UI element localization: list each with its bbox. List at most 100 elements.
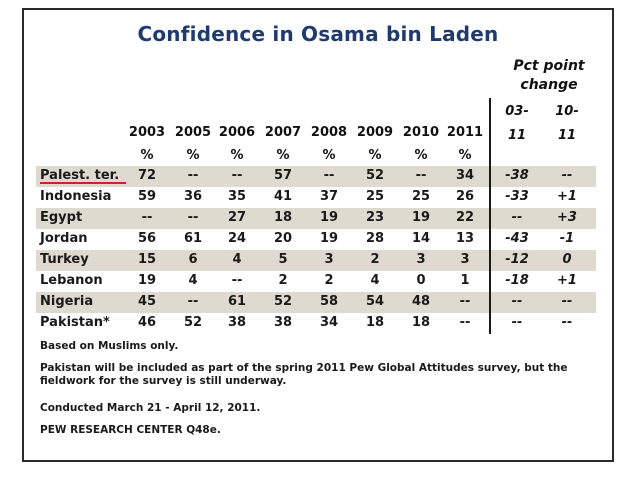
value-cell: 27 <box>227 210 247 225</box>
change-cell: -38 <box>505 168 529 183</box>
value-cell: 20 <box>273 231 293 246</box>
note-source: PEW RESEARCH CENTER Q48e. <box>40 424 221 436</box>
change-divider <box>489 98 491 334</box>
row-label: Lebanon <box>40 273 103 288</box>
value-cell: 18 <box>411 315 431 330</box>
change-header-line2: change <box>520 77 578 93</box>
percent-unit: % <box>276 148 290 163</box>
value-cell: 4 <box>370 273 380 288</box>
year-header: 2010 <box>402 125 440 140</box>
change-cell: -1 <box>559 231 575 246</box>
value-cell: 15 <box>137 252 157 267</box>
value-cell: 45 <box>137 294 157 309</box>
value-cell: -- <box>459 294 471 309</box>
percent-unit: % <box>140 148 154 163</box>
value-cell: 48 <box>411 294 431 309</box>
note-pakistan: Pakistan will be included as part of the… <box>40 362 568 387</box>
change-cell: -- <box>561 168 573 183</box>
value-cell: 52 <box>365 168 385 183</box>
row-label: Jordan <box>40 231 88 246</box>
value-cell: 35 <box>227 189 247 204</box>
value-cell: 59 <box>137 189 157 204</box>
change-cell: -- <box>511 294 523 309</box>
value-cell: -- <box>231 273 243 288</box>
value-cell: 22 <box>455 210 475 225</box>
table-row: Turkey 15 6 4 5 3 2 3 3 -12 0 <box>36 250 596 271</box>
row-label: Egypt <box>40 210 83 225</box>
change-column-header: 10- 11 <box>555 104 579 143</box>
value-cell: -- <box>231 168 243 183</box>
percent-unit: % <box>458 148 472 163</box>
table-row: Pakistan* 46 52 38 38 34 18 18 -- -- -- <box>36 313 596 334</box>
table-row: Lebanon 19 4 -- 2 2 4 0 1 -18 +1 <box>36 271 596 292</box>
value-cell: -- <box>187 210 199 225</box>
change-cell: 0 <box>562 252 572 267</box>
value-cell: 61 <box>227 294 247 309</box>
value-cell: 18 <box>365 315 385 330</box>
value-cell: 3 <box>416 252 426 267</box>
table-row: Egypt -- -- 27 18 19 23 19 22 -- +3 <box>36 208 596 229</box>
change-cell: -- <box>561 315 573 330</box>
change-cell: -- <box>561 294 573 309</box>
percent-unit: % <box>322 148 336 163</box>
value-cell: 2 <box>324 273 334 288</box>
value-cell: 3 <box>460 252 470 267</box>
value-cell: 52 <box>183 315 203 330</box>
value-cell: 19 <box>137 273 157 288</box>
change-cell: -33 <box>505 189 529 204</box>
value-cell: 2 <box>278 273 288 288</box>
year-header: 2009 <box>356 125 394 140</box>
row-label: Pakistan* <box>40 315 110 330</box>
value-cell: 46 <box>137 315 157 330</box>
value-cell: -- <box>459 315 471 330</box>
change-cell: -43 <box>505 231 529 246</box>
percent-unit: % <box>414 148 428 163</box>
value-cell: 57 <box>273 168 293 183</box>
value-cell: 58 <box>319 294 339 309</box>
value-cell: 56 <box>137 231 157 246</box>
value-cell: 24 <box>227 231 247 246</box>
value-cell: 13 <box>455 231 475 246</box>
value-cell: 14 <box>411 231 431 246</box>
value-cell: 61 <box>183 231 203 246</box>
table-row: Indonesia 59 36 35 41 37 25 25 26 -33 +1 <box>36 187 596 208</box>
value-cell: 0 <box>416 273 426 288</box>
value-cell: 4 <box>188 273 198 288</box>
value-cell: -- <box>415 168 427 183</box>
highlight-underline <box>40 182 126 184</box>
change-cell: -18 <box>505 273 529 288</box>
value-cell: 36 <box>183 189 203 204</box>
value-cell: 25 <box>365 189 385 204</box>
value-cell: 41 <box>273 189 293 204</box>
value-cell: -- <box>323 168 335 183</box>
row-label: Nigeria <box>40 294 94 309</box>
value-cell: 34 <box>319 315 339 330</box>
change-cell: -12 <box>505 252 529 267</box>
value-cell: 38 <box>273 315 293 330</box>
value-cell: -- <box>141 210 153 225</box>
change-cell: -- <box>511 315 523 330</box>
percent-unit: % <box>368 148 382 163</box>
table-row: Jordan 56 61 24 20 19 28 14 13 -43 -1 <box>36 229 596 250</box>
value-cell: 5 <box>278 252 288 267</box>
percent-unit: % <box>186 148 200 163</box>
change-header-line1: Pct point <box>513 58 585 74</box>
value-cell: 23 <box>365 210 385 225</box>
change-cell: +1 <box>557 273 577 288</box>
value-cell: 19 <box>319 210 339 225</box>
row-label: Indonesia <box>40 189 112 204</box>
value-cell: 52 <box>273 294 293 309</box>
change-cell: +1 <box>557 189 577 204</box>
value-cell: 26 <box>455 189 475 204</box>
value-cell: 6 <box>188 252 198 267</box>
chart-title: Confidence in Osama bin Laden <box>137 22 499 46</box>
value-cell: 38 <box>227 315 247 330</box>
row-label: Turkey <box>40 252 89 267</box>
value-cell: 34 <box>455 168 475 183</box>
value-cell: 37 <box>319 189 339 204</box>
row-label: Palest. ter. <box>40 168 120 183</box>
change-cell: +3 <box>557 210 577 225</box>
year-header: 2008 <box>310 125 348 140</box>
value-cell: 25 <box>411 189 431 204</box>
change-cell: -- <box>511 210 523 225</box>
